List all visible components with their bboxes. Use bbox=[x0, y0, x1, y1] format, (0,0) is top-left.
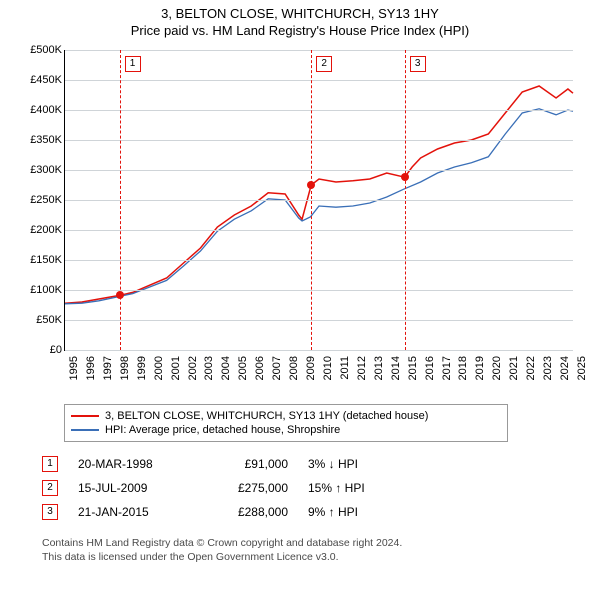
event-date: 15-JUL-2009 bbox=[78, 481, 188, 495]
footer-attribution: Contains HM Land Registry data © Crown c… bbox=[42, 536, 582, 564]
event-point bbox=[307, 181, 315, 189]
y-tick-label: £300K bbox=[20, 164, 62, 176]
x-tick-label: 2011 bbox=[339, 356, 351, 380]
x-tick-label: 2004 bbox=[220, 356, 232, 380]
event-price: £275,000 bbox=[208, 481, 288, 495]
x-tick-label: 2020 bbox=[491, 356, 503, 380]
chart-container: 3, BELTON CLOSE, WHITCHURCH, SY13 1HY Pr… bbox=[0, 0, 600, 564]
y-gridline bbox=[65, 200, 573, 201]
footer-line-1: Contains HM Land Registry data © Crown c… bbox=[42, 536, 582, 550]
series-line bbox=[65, 86, 573, 303]
y-gridline bbox=[65, 320, 573, 321]
x-tick-label: 2018 bbox=[457, 356, 469, 380]
x-tick-label: 2009 bbox=[305, 356, 317, 380]
y-tick-label: £350K bbox=[20, 134, 62, 146]
x-tick-label: 2023 bbox=[542, 356, 554, 380]
y-tick-label: £200K bbox=[20, 224, 62, 236]
event-number-box: 1 bbox=[42, 456, 58, 472]
x-tick-label: 1997 bbox=[102, 356, 114, 380]
event-marker-box: 1 bbox=[125, 56, 141, 72]
x-tick-label: 2007 bbox=[271, 356, 283, 380]
event-row: 3 21-JAN-2015 £288,000 9% ↑ HPI bbox=[42, 500, 582, 524]
y-tick-label: £250K bbox=[20, 194, 62, 206]
x-tick-label: 2003 bbox=[203, 356, 215, 380]
title-block: 3, BELTON CLOSE, WHITCHURCH, SY13 1HY Pr… bbox=[0, 0, 600, 40]
y-gridline bbox=[65, 260, 573, 261]
y-tick-label: £100K bbox=[20, 284, 62, 296]
event-delta: 9% ↑ HPI bbox=[308, 505, 418, 519]
y-gridline bbox=[65, 230, 573, 231]
y-gridline bbox=[65, 170, 573, 171]
event-point bbox=[401, 173, 409, 181]
x-tick-label: 2000 bbox=[153, 356, 165, 380]
x-tick-label: 1999 bbox=[136, 356, 148, 380]
x-tick-label: 2015 bbox=[407, 356, 419, 380]
event-delta: 3% ↓ HPI bbox=[308, 457, 418, 471]
y-tick-label: £450K bbox=[20, 74, 62, 86]
x-tick-label: 2017 bbox=[441, 356, 453, 380]
x-tick-label: 2010 bbox=[322, 356, 334, 380]
event-number-box: 2 bbox=[42, 480, 58, 496]
x-tick-label: 2002 bbox=[187, 356, 199, 380]
footer-line-2: This data is licensed under the Open Gov… bbox=[42, 550, 582, 564]
x-tick-label: 2012 bbox=[356, 356, 368, 380]
event-delta: 15% ↑ HPI bbox=[308, 481, 418, 495]
y-tick-label: £50K bbox=[20, 314, 62, 326]
x-tick-label: 2008 bbox=[288, 356, 300, 380]
x-tick-label: 1995 bbox=[68, 356, 80, 380]
y-tick-label: £0 bbox=[20, 344, 62, 356]
y-gridline bbox=[65, 140, 573, 141]
x-tick-label: 2022 bbox=[525, 356, 537, 380]
y-gridline bbox=[65, 80, 573, 81]
x-tick-label: 1998 bbox=[119, 356, 131, 380]
event-row: 1 20-MAR-1998 £91,000 3% ↓ HPI bbox=[42, 452, 582, 476]
event-number-box: 3 bbox=[42, 504, 58, 520]
legend-item: HPI: Average price, detached house, Shro… bbox=[71, 423, 501, 437]
y-gridline bbox=[65, 350, 573, 351]
x-tick-label: 2013 bbox=[373, 356, 385, 380]
x-tick-label: 2005 bbox=[237, 356, 249, 380]
event-vline bbox=[405, 50, 406, 350]
y-tick-label: £400K bbox=[20, 104, 62, 116]
event-date: 21-JAN-2015 bbox=[78, 505, 188, 519]
legend: 3, BELTON CLOSE, WHITCHURCH, SY13 1HY (d… bbox=[64, 404, 508, 442]
event-table: 1 20-MAR-1998 £91,000 3% ↓ HPI 2 15-JUL-2009 £… bbox=[42, 452, 582, 524]
plot-area: 1 2 3 bbox=[64, 50, 573, 351]
x-tick-label: 2021 bbox=[508, 356, 520, 380]
legend-swatch bbox=[71, 429, 99, 431]
event-vline bbox=[120, 50, 121, 350]
x-tick-label: 2019 bbox=[474, 356, 486, 380]
series-line bbox=[65, 109, 573, 304]
x-tick-label: 2024 bbox=[559, 356, 571, 380]
legend-swatch bbox=[71, 415, 99, 417]
chart-title: 3, BELTON CLOSE, WHITCHURCH, SY13 1HY bbox=[0, 6, 600, 21]
y-tick-label: £500K bbox=[20, 44, 62, 56]
y-gridline bbox=[65, 110, 573, 111]
event-price: £91,000 bbox=[208, 457, 288, 471]
event-vline bbox=[311, 50, 312, 350]
chart-area: 1 2 3 £0 £50K £100K £150K £200K £250K £300K £350K… bbox=[18, 46, 578, 396]
event-date: 20-MAR-1998 bbox=[78, 457, 188, 471]
x-tick-label: 2016 bbox=[424, 356, 436, 380]
legend-item: 3, BELTON CLOSE, WHITCHURCH, SY13 1HY (d… bbox=[71, 409, 501, 423]
y-gridline bbox=[65, 290, 573, 291]
event-row: 2 15-JUL-2009 £275,000 15% ↑ HPI bbox=[42, 476, 582, 500]
y-gridline bbox=[65, 50, 573, 51]
x-tick-label: 1996 bbox=[85, 356, 97, 380]
x-tick-label: 2014 bbox=[390, 356, 402, 380]
x-tick-label: 2006 bbox=[254, 356, 266, 380]
x-tick-label: 2025 bbox=[576, 356, 588, 380]
event-point bbox=[116, 291, 124, 299]
event-marker-box: 2 bbox=[316, 56, 332, 72]
legend-label: 3, BELTON CLOSE, WHITCHURCH, SY13 1HY (d… bbox=[105, 410, 428, 422]
legend-label: HPI: Average price, detached house, Shro… bbox=[105, 424, 340, 436]
event-marker-box: 3 bbox=[410, 56, 426, 72]
event-price: £288,000 bbox=[208, 505, 288, 519]
y-tick-label: £150K bbox=[20, 254, 62, 266]
x-tick-label: 2001 bbox=[170, 356, 182, 380]
chart-subtitle: Price paid vs. HM Land Registry's House … bbox=[0, 23, 600, 38]
